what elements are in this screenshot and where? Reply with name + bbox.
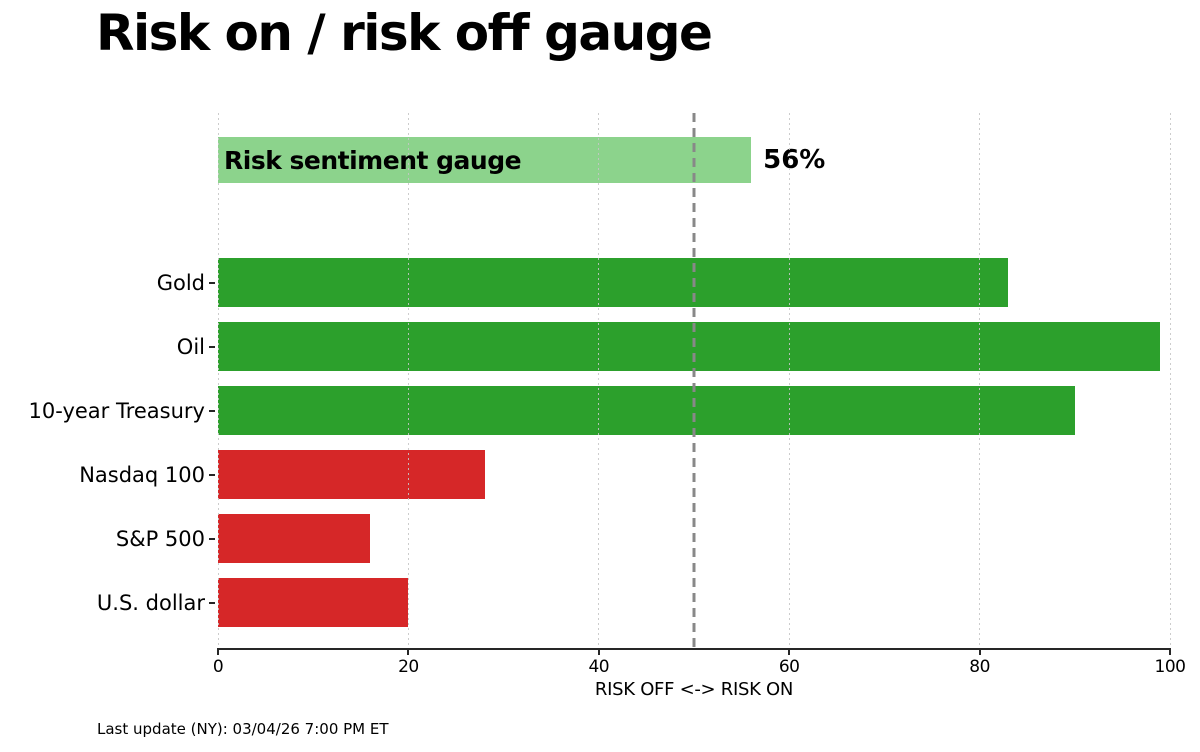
x-axis-spine	[217, 648, 1171, 650]
x-tick-label-100: 100	[1154, 657, 1186, 677]
x-tick-label-80: 80	[969, 657, 990, 677]
gauge-row: Risk sentiment gauge 56%	[218, 137, 1170, 183]
y-tick-mark	[209, 601, 215, 604]
y-axis-label: S&P 500	[115, 526, 205, 551]
x-tick-mark-60	[788, 650, 791, 655]
bar-row-s-p-500: S&P 500	[116, 514, 1170, 563]
last-update-text: Last update (NY): 03/04/26 7:00 PM ET	[97, 720, 389, 738]
bar-row-nasdaq-100: Nasdaq 100	[79, 450, 1170, 499]
x-tick-mark-0	[217, 650, 219, 655]
bar-u-s-dollar	[218, 578, 409, 627]
x-tick-label-0: 0	[212, 657, 224, 677]
y-tick-mark	[209, 537, 215, 540]
bar-row-oil: Oil	[177, 322, 1170, 371]
bar-oil	[218, 322, 1161, 371]
plot-area: Risk sentiment gauge 56% Gold Oil 10-year Tr…	[29, 113, 1171, 648]
y-tick-mark	[209, 409, 215, 412]
y-axis-label: 10-year Treasury	[28, 398, 205, 423]
chart-title: Risk on / risk off gauge	[96, 4, 713, 62]
y-tick-mark	[209, 473, 215, 476]
gauge-value-label: 56%	[763, 145, 826, 175]
x-tick-label-20: 20	[398, 657, 419, 677]
x-tick-mark-100	[1169, 650, 1171, 655]
bar-gold	[218, 258, 1009, 307]
bar-row-10-year-treasury: 10-year Treasury	[29, 386, 1170, 435]
bar-10-year-treasury	[218, 386, 1075, 435]
y-axis-label: Oil	[176, 334, 205, 359]
y-axis-label: Nasdaq 100	[79, 462, 205, 487]
gridline-0	[217, 113, 219, 648]
x-tick-mark-80	[978, 650, 981, 655]
gridline-80	[979, 113, 981, 648]
gridline-40	[598, 113, 600, 648]
x-tick-mark-20	[407, 650, 410, 655]
gridline-60	[788, 113, 790, 648]
threshold-line-50	[692, 113, 696, 648]
x-axis-title: RISK OFF <-> RISK ON	[594, 679, 794, 700]
y-tick-mark	[209, 281, 215, 284]
bar-row-gold: Gold	[157, 258, 1170, 307]
y-tick-mark	[209, 345, 215, 348]
bar-row-u-s-dollar: U.S. dollar	[97, 578, 1170, 627]
gauge-bar	[218, 137, 752, 183]
x-tick-label-40: 40	[588, 657, 610, 677]
gridline-20	[407, 113, 409, 648]
y-axis-label: U.S. dollar	[96, 590, 205, 615]
x-tick-label-60: 60	[778, 657, 800, 677]
gridline-100	[1169, 113, 1171, 648]
x-tick-mark-40	[597, 650, 600, 655]
bar-nasdaq-100	[218, 450, 485, 499]
bar-s-p-500	[218, 514, 371, 563]
y-axis-label: Gold	[156, 270, 205, 295]
gauge-label: Risk sentiment gauge	[224, 145, 522, 175]
